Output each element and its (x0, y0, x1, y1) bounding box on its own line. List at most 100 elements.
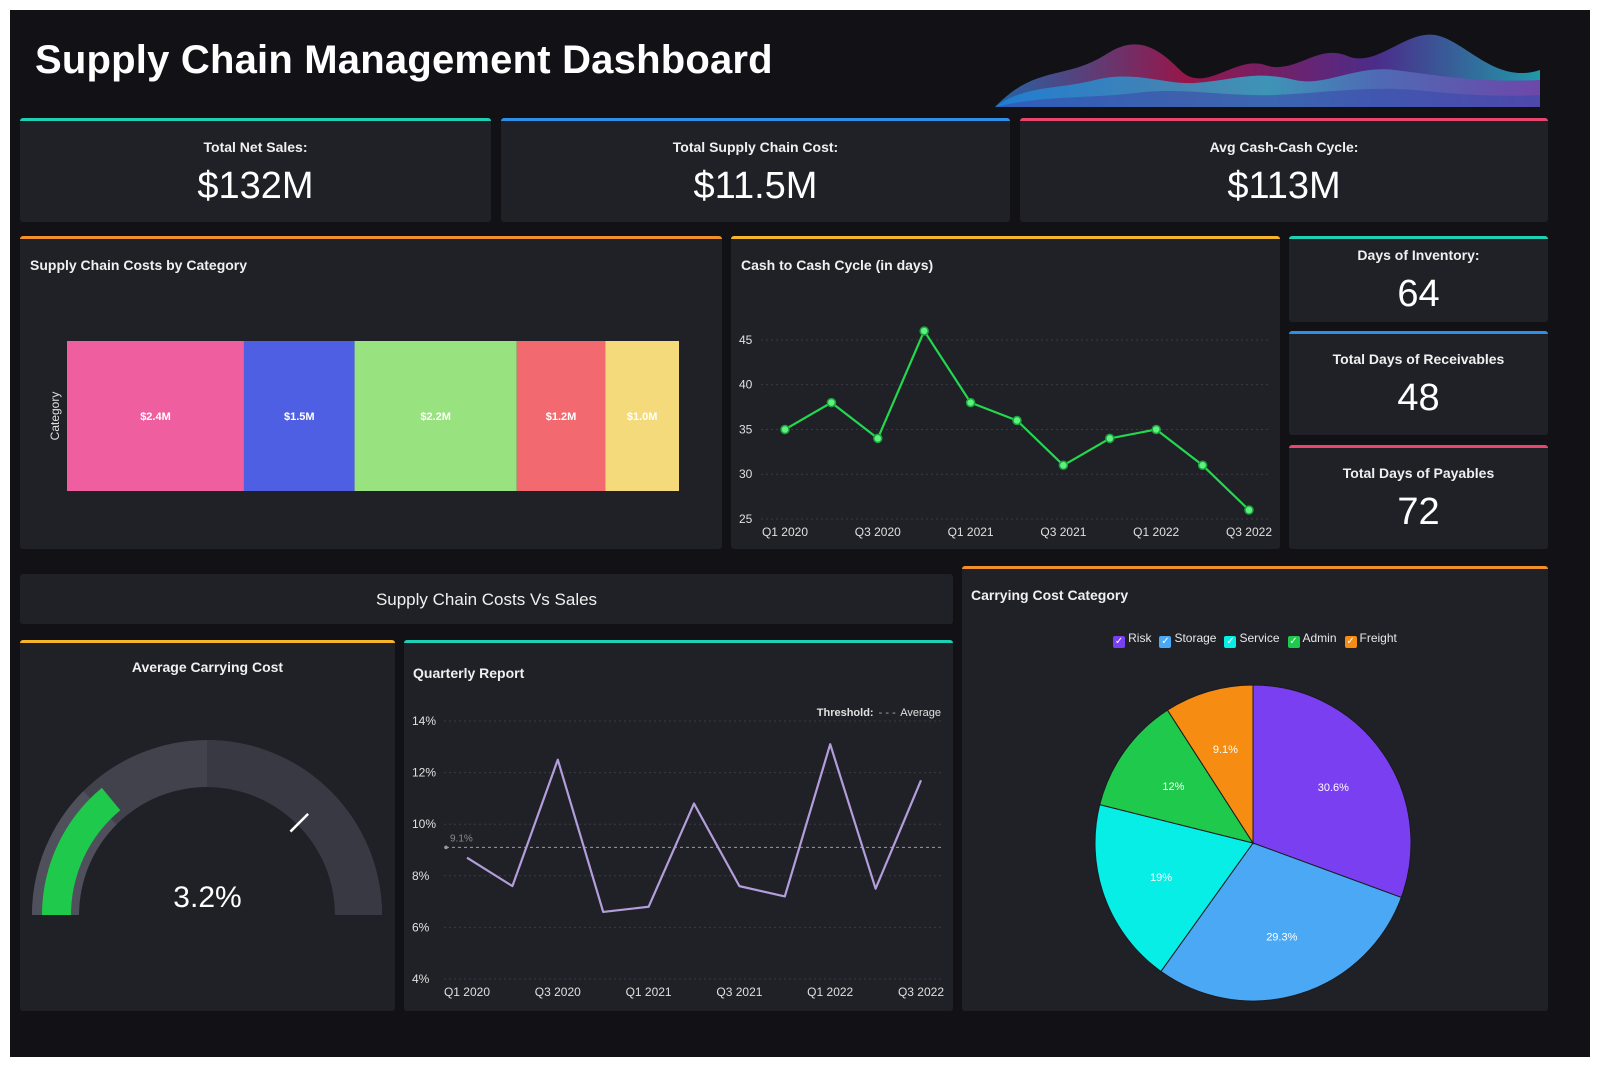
pie-slice (1252, 684, 1412, 899)
bar-segment (605, 341, 679, 491)
kpi-card-net-sales: Total Net Sales: $132M (20, 118, 491, 222)
pie-data-label: 30.6% (1318, 782, 1349, 794)
kpi-value: $113M (1227, 165, 1341, 207)
data-point (1058, 460, 1069, 471)
bar-data-label: $1.5M (284, 411, 315, 423)
pie-slice (1160, 842, 1402, 1002)
card-title: Average Carrying Cost (131, 659, 284, 675)
section-banner-title: Supply Chain Costs Vs Sales (375, 590, 598, 609)
kpi-card-days-payables: Total Days of Payables 72 (1289, 445, 1548, 549)
costs-by-category-card: Supply Chain Costs by Category $2.4M $1.5… (20, 236, 722, 549)
card-title: Quarterly Report (413, 665, 525, 681)
legend-item[interactable]: ✓ Storage (1159, 631, 1216, 648)
pie-data-label: 29.3% (1266, 932, 1297, 944)
legend-label: Admin (1302, 631, 1337, 645)
legend-item[interactable]: ✓ Freight (1344, 631, 1397, 648)
bar-data-label: $1.0M (627, 411, 658, 423)
legend-label: Risk (1128, 631, 1152, 645)
data-point (873, 433, 883, 444)
kpi-value: $11.5M (693, 165, 818, 207)
legend-item[interactable]: ✓ Service (1224, 631, 1280, 648)
kpi-value: 72 (1397, 491, 1440, 533)
kpi-label: Days of Inventory: (1357, 247, 1480, 263)
dashboard-frame: Supply Chain Management Dashboard Total … (10, 10, 1590, 1057)
legend-label: Storage (1174, 631, 1217, 645)
y-tick-label: 40 (739, 378, 753, 392)
y-tick-label: 45 (739, 333, 753, 347)
y-tick-label: 12% (412, 766, 436, 780)
cash-cycle-line-chart: 25 30 35 40 45 Q1 2020 Q3 2020 Q1 2021 Q3 2021 Q1… (739, 326, 1272, 539)
section-banner: Supply Chain Costs Vs Sales (20, 574, 953, 624)
legend-checkbox-icon[interactable]: ✓ (1344, 636, 1357, 648)
threshold-legend: Threshold: - - - Average (817, 707, 941, 719)
x-tick-label: Q3 2022 (898, 985, 944, 999)
kpi-label: Total Days of Payables (1342, 465, 1495, 481)
legend-checkbox-icon[interactable]: ✓ (1159, 636, 1172, 648)
legend-item[interactable]: ✓ Risk (1113, 631, 1151, 648)
legend-checkbox-icon[interactable]: ✓ (1287, 636, 1300, 648)
carrying-category-card: Carrying Cost Category ✓ Risk ✓ Storage ✓ Ser… (962, 566, 1548, 1011)
threshold-name: Average (900, 707, 941, 719)
bar-segment (243, 341, 355, 491)
y-tick-label: 25 (739, 512, 753, 526)
gauge-track-right (207, 740, 382, 915)
x-tick-label: Q1 2020 (444, 985, 490, 999)
bar-segment (354, 341, 517, 491)
cash-cycle-card: Cash to Cash Cycle (in days) 25 30 35 40 45 Q… (731, 236, 1280, 549)
data-point (1105, 433, 1115, 444)
page-title: Supply Chain Management Dashboard (35, 38, 773, 82)
gauge-fill (42, 787, 121, 915)
series-line (466, 743, 923, 914)
kpi-label: Total Days of Receivables (1332, 351, 1505, 367)
pie-slice (1094, 804, 1254, 973)
data-point (919, 326, 929, 336)
pie-data-label: 9.1% (1213, 744, 1238, 756)
x-tick-label: Q3 2021 (1040, 525, 1086, 539)
legend-label: Service (1239, 631, 1280, 645)
header-wave-art (995, 34, 1540, 107)
data-point (1244, 505, 1254, 515)
bar-data-label: $2.2M (420, 411, 451, 423)
gauge-target-tick (289, 812, 310, 833)
threshold-dash-icon: - - - (878, 707, 896, 719)
pie-slice (1166, 684, 1254, 845)
data-point (1012, 415, 1022, 426)
pie-data-label: 12% (1162, 781, 1184, 793)
quarterly-report-card: Quarterly Report Threshold: - - - Averag… (404, 640, 953, 1011)
y-tick-label: 10% (412, 817, 436, 831)
carrying-cost-gauge (32, 740, 382, 915)
x-tick-label: Q1 2021 (948, 525, 994, 539)
data-point (1197, 460, 1208, 471)
x-tick-label: Q1 2020 (762, 525, 808, 539)
carrying-cost-card: Average Carrying Cost 3.2% (20, 640, 395, 1011)
carrying-category-pie: 30.6% 29.3% 19% 12% 9.1% (1094, 684, 1412, 1002)
data-point (965, 397, 976, 408)
x-tick-label: Q1 2021 (626, 985, 672, 999)
legend-label: Freight (1359, 631, 1397, 645)
x-tick-label: Q1 2022 (807, 985, 853, 999)
bar-data-label: $1.2M (546, 411, 577, 423)
legend-checkbox-icon[interactable]: ✓ (1224, 636, 1237, 648)
kpi-card-days-receivables: Total Days of Receivables 48 (1289, 331, 1548, 435)
kpi-label: Total Net Sales: (203, 139, 308, 155)
y-axis-label: Category (48, 392, 62, 441)
y-tick-label: 35 (739, 422, 753, 436)
legend-checkbox-icon[interactable]: ✓ (1113, 636, 1126, 648)
card-title: Supply Chain Costs by Category (30, 257, 248, 273)
kpi-value: 64 (1397, 273, 1440, 315)
data-point (780, 424, 790, 435)
kpi-card-cash-cycle: Avg Cash-Cash Cycle: $113M (1020, 118, 1548, 222)
bar-segment (516, 341, 606, 491)
pie-data-label: 19% (1150, 872, 1172, 884)
x-tick-label: Q3 2020 (535, 985, 581, 999)
kpi-value: $132M (197, 165, 314, 207)
y-tick-label: 6% (412, 920, 430, 934)
gauge-value: 3.2% (173, 881, 242, 914)
legend-item[interactable]: ✓ Admin (1287, 631, 1337, 648)
y-tick-label: 8% (412, 869, 430, 883)
x-tick-label: Q3 2022 (1226, 525, 1272, 539)
bar-segment (67, 341, 244, 491)
x-tick-label: Q3 2020 (855, 525, 901, 539)
y-tick-label: 30 (739, 467, 753, 481)
x-tick-label: Q3 2021 (716, 985, 762, 999)
